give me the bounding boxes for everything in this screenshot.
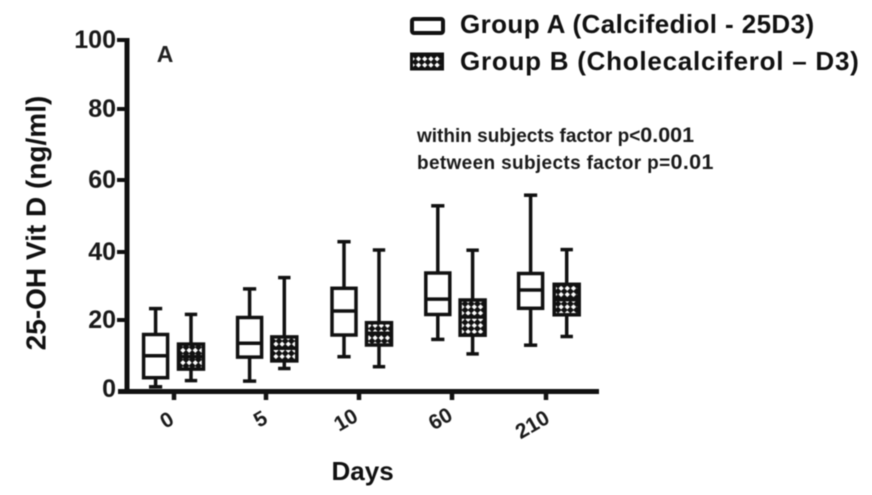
svg-text:.: . — [706, 153, 711, 172]
svg-text:10: 10 — [330, 405, 362, 437]
svg-text:60: 60 — [88, 166, 116, 194]
svg-text:between subjects factor p=0.01: between subjects factor p=0.01 — [417, 150, 714, 174]
svg-text:Group A (Calcifediol - 25D3): Group A (Calcifediol - 25D3) — [460, 9, 815, 39]
svg-text:0: 0 — [102, 375, 116, 403]
svg-text:A: A — [157, 41, 174, 67]
svg-text:20: 20 — [88, 306, 116, 334]
svg-text:Days: Days — [332, 456, 394, 486]
svg-text:Group B (Cholecalciferol – D3): Group B (Cholecalciferol – D3) — [460, 46, 860, 76]
svg-text:within subjects factor p<0.001: within subjects factor p<0.001 — [416, 123, 694, 147]
svg-text:25-OH Vit D (ng/ml): 25-OH Vit D (ng/ml) — [21, 96, 52, 351]
svg-text:60: 60 — [425, 403, 457, 435]
svg-text:40: 40 — [88, 238, 116, 266]
svg-text:100: 100 — [74, 26, 116, 54]
svg-text:0: 0 — [156, 408, 178, 434]
svg-text:80: 80 — [88, 95, 116, 123]
svg-text:210: 210 — [512, 406, 554, 443]
svg-text:5: 5 — [250, 406, 272, 432]
